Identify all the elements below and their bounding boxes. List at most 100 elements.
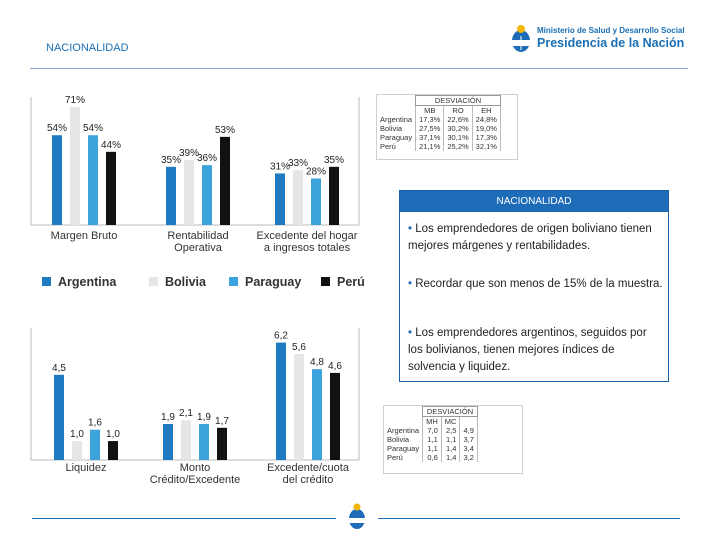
table-subheader: MC [440,416,461,426]
table-cell: 24,8% [471,115,501,124]
table-subheader: MH [422,416,442,426]
category-label: Monto Crédito/Excedente [150,462,241,486]
data-label: 44% [101,140,121,151]
table-country: Paraguay [387,444,420,453]
data-label: 39% [179,148,199,159]
header-divider [30,68,688,69]
legend-label: Argentina [58,275,117,289]
data-label: 4,6 [328,361,342,372]
category-label: Excedente/cuota del crédito [267,462,350,486]
category-label: Excedente del hogar a ingresos totales [257,230,358,254]
table-cell: 30,2% [443,124,473,133]
table-cell: 1,1 [422,435,442,444]
table-row: Bolivia 1,1 1,1 3,7 [384,435,478,444]
bar-2-1-2 [72,441,82,460]
table-country: Perú [380,142,396,151]
bar-2-3-4 [330,372,340,460]
deviation-table-1: DESVIACIÓN MB RO EH Argentina 17,3% 22,6% 24,8%… [376,94,518,160]
table-subheader: RO [443,105,473,115]
table-row: Perú 21,1% 25,2% 32,1% [377,142,501,151]
table-cell: 4,9 [459,426,478,435]
table-subheader [459,416,478,426]
table-row: Bolivia 27,5% 30,2% 19,0% [377,124,501,133]
bar-2-2-1 [163,424,173,460]
table-cell: 30,1% [443,133,473,142]
table-cell: 1,4 [440,444,461,453]
data-label: 36% [197,153,217,164]
table-cell: 2,5 [440,426,461,435]
table-subheader: MB [415,105,445,115]
conclusion-bullet: • Los emprendedores argentinos, seguidos… [408,327,647,373]
conclusions-title: NACIONALIDAD [400,191,668,212]
deviation-table-2: DESVIACIÓN MH MC Argentina 7,0 2,5 4,9 Bolivia 1… [383,405,523,474]
table-cell: 27,5% [415,124,445,133]
table-cell: 22,6% [443,115,473,124]
table-country: Bolivia [380,124,403,133]
table-row: Argentina 17,3% 22,6% 24,8% [377,115,501,124]
table-cell: 21,1% [415,142,445,151]
table-cell: 17,3% [471,133,501,142]
logo-presidency-text: Presidencia de la Nación [537,36,685,50]
bar-2-3-1 [276,342,286,460]
legend-swatch [321,277,330,286]
table-cell: 1,4 [440,453,461,462]
footer-divider-right [378,518,680,519]
legend-swatch [229,277,238,286]
table-cell: 32,1% [471,142,501,151]
data-label: 6,2 [274,331,288,342]
bar-2-3-3 [312,369,322,460]
bar-2-3-2 [294,353,304,460]
data-label: 54% [83,123,103,134]
legend-swatch [42,277,51,286]
data-label: 54% [47,123,67,134]
table-country: Perú [387,453,403,462]
data-label: 4,5 [52,363,66,374]
bar-1-2-1 [166,166,176,225]
bar-1-1-1 [52,135,62,225]
category-label: Liquidez [66,462,107,474]
bar-2-2-3 [199,424,209,460]
data-label: 1,7 [215,416,229,427]
data-label: 4,8 [310,357,324,368]
table-row: Argentina 7,0 2,5 4,9 [384,426,478,435]
category-label: Rentabilidad Operativa [167,230,228,254]
legend-label: Paraguay [245,275,301,289]
bar-1-1-2 [70,106,80,225]
bar-2-1-1 [54,374,64,460]
table-cell: 25,2% [443,142,473,151]
data-label: 35% [324,155,344,166]
table-row: Paraguay 37,1% 30,1% 17,3% [377,133,501,142]
table-cell: 19,0% [471,124,501,133]
table-country: Bolivia [387,435,410,444]
data-label: 1,9 [197,412,211,423]
deviation-table: DESVIACIÓN MH MC Argentina 7,0 2,5 4,9 Bolivia 1… [384,406,478,462]
conclusion-text: Los emprendedores de origen boliviano ti… [408,223,652,252]
bar-1-3-1 [275,173,285,225]
bar-1-2-4 [220,136,230,225]
table-cell: 37,1% [415,133,445,142]
footer-coat-of-arms-icon [349,503,365,529]
conclusion-text: Recordar que son menos de 15% de la mues… [415,278,663,290]
data-label: 35% [161,155,181,166]
data-label: 28% [306,166,326,177]
table-subheader: EH [471,105,501,115]
data-label: 71% [65,95,85,106]
data-label: 5,6 [292,342,306,353]
data-label: 53% [215,125,235,136]
bar-2-2-4 [217,427,227,460]
bar-1-3-3 [311,178,321,225]
table-country: Argentina [380,115,413,124]
page-title: NACIONALIDAD [46,42,129,54]
conclusion-text: Los emprendedores argentinos, seguidos p… [408,327,647,373]
conclusions-box: NACIONALIDAD • Los emprendedores de orig… [399,190,669,382]
footer-divider-left [32,518,336,519]
conclusion-bullet: • Recordar que son menos de 15% de la mu… [408,278,663,290]
bar-2-1-4 [108,441,118,460]
legend-label: Bolivia [165,275,207,289]
table-cell: 3,4 [459,444,478,453]
table-cell: 7,0 [422,426,442,435]
table-cell: 17,3% [415,115,445,124]
table-cell: 1,1 [440,435,461,444]
bar-1-3-2 [293,170,303,225]
